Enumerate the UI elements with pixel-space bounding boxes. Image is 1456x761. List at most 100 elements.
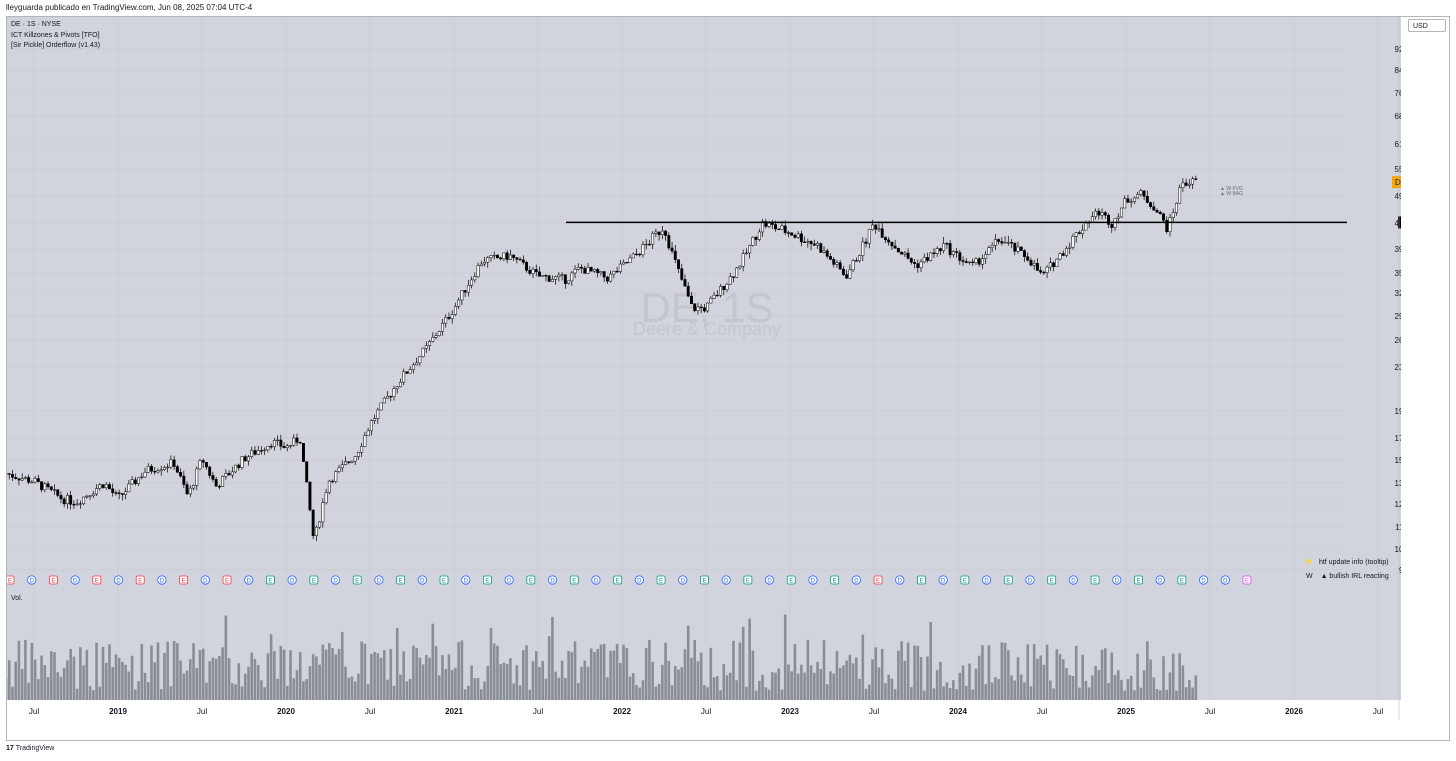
price-axis-label: 550,00 (1395, 165, 1401, 174)
candle (993, 239, 997, 246)
volume-bar (1194, 675, 1198, 700)
volume-bar (33, 659, 37, 700)
volume-bar (670, 685, 674, 700)
candle (295, 437, 299, 443)
candle (583, 267, 587, 274)
volume-bar (489, 627, 493, 700)
volume-bar (62, 667, 66, 700)
time-axis-label: 2019 (109, 707, 127, 716)
candle (812, 243, 816, 246)
candle (344, 461, 347, 465)
volume-bar (657, 683, 661, 700)
volume-bar (518, 685, 522, 700)
candle (188, 487, 192, 495)
volume-bar (1097, 670, 1101, 700)
volume-bar (108, 644, 111, 700)
candle (880, 228, 884, 238)
volume-bar (49, 651, 53, 700)
candle (984, 254, 988, 259)
candle (508, 254, 512, 260)
volume-bar (20, 669, 24, 700)
candle (415, 362, 419, 366)
candle (1055, 258, 1059, 268)
indicator-legend-orderflow[interactable]: [Sir Pickle] Orderflow (v1.43) (11, 42, 101, 49)
candle (392, 388, 396, 397)
candle (363, 435, 367, 447)
volume-bar (725, 675, 729, 700)
volume-bar (964, 685, 968, 700)
candle (560, 274, 564, 276)
volume-bar (845, 660, 848, 700)
candle (502, 252, 506, 260)
volume-bar (531, 661, 535, 700)
volume-bar (40, 655, 43, 700)
volume-bar (673, 665, 677, 700)
volume-bar (321, 644, 325, 700)
candle (208, 466, 212, 476)
volume-bar (121, 662, 124, 700)
candle (1132, 197, 1136, 202)
symbol-legend[interactable]: DE · 1S · NYSE (11, 21, 61, 28)
volume-bar (564, 677, 567, 700)
candle (589, 267, 593, 272)
candle (308, 481, 312, 511)
candle (883, 237, 887, 241)
volume-bar (1029, 686, 1033, 700)
volume-bar (1110, 652, 1114, 700)
candle (799, 233, 803, 243)
footer (0, 741, 1456, 761)
candle (877, 228, 881, 230)
volume-label: Vol. (11, 595, 23, 602)
candle (91, 493, 95, 496)
watermark-name: Deere & Company (633, 319, 781, 339)
volume-bar (554, 671, 557, 700)
volume-bar (509, 658, 512, 700)
candle (483, 262, 486, 265)
candle (1110, 224, 1114, 228)
volume-bar (790, 671, 793, 700)
candle (453, 306, 457, 315)
candle (741, 253, 745, 267)
candle (53, 489, 56, 491)
candle (1149, 202, 1153, 207)
time-axis-label: 2022 (613, 707, 631, 716)
volume-bar (395, 628, 399, 700)
last-price-symbol: DE (1395, 178, 1401, 187)
candle (434, 335, 438, 338)
earnings-marker-label: E (225, 579, 229, 585)
candle (938, 248, 942, 252)
earnings-marker-label: E (746, 579, 750, 585)
candle (770, 222, 774, 225)
volume-bar (809, 665, 813, 700)
candle (861, 241, 865, 256)
candle (732, 276, 735, 278)
currency-selector[interactable]: USD (1408, 19, 1446, 32)
candle (968, 261, 971, 263)
volume-bar (929, 622, 933, 700)
volume-bar (910, 687, 913, 700)
dividend-marker-label: D (854, 579, 859, 585)
volume-bar (1178, 653, 1181, 700)
candle (631, 253, 635, 259)
candle (360, 446, 364, 453)
volume-bar (1136, 653, 1139, 700)
candle (169, 459, 173, 468)
candle (1061, 253, 1065, 256)
candle (1191, 178, 1195, 185)
volume-bar (240, 686, 244, 700)
candle (234, 464, 238, 473)
candle (114, 492, 118, 494)
candle (534, 269, 538, 273)
volume-bar (897, 650, 900, 700)
candle (175, 466, 179, 473)
dividend-marker-label: D (594, 579, 599, 585)
earnings-marker-label: E (833, 579, 837, 585)
candle (46, 483, 50, 488)
candle (1026, 256, 1030, 261)
volume-bar (467, 685, 470, 700)
dividend-marker (1025, 575, 1035, 585)
indicator-legend-killzones[interactable]: ICT Killzones & Pivots [TFO] (11, 32, 100, 39)
candle (146, 466, 150, 473)
